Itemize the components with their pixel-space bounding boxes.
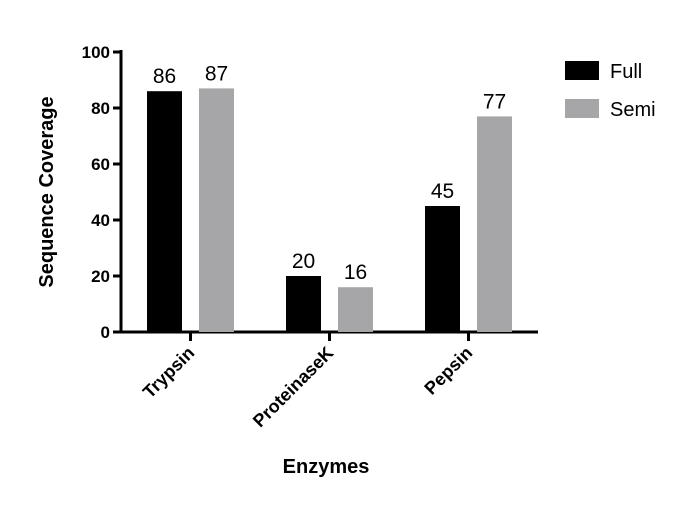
bar-semi	[338, 287, 373, 332]
bar-semi	[477, 116, 512, 333]
bar-full	[425, 206, 460, 332]
y-axis-title: Sequence Coverage	[36, 96, 58, 287]
plot-area: 0 20 40 60 80 100 Trypsin 86 87 ProteinaseK 20 16 Pe…	[82, 43, 538, 431]
data-label: 20	[292, 250, 315, 273]
bar-full	[286, 276, 321, 332]
data-label: 77	[483, 90, 506, 113]
legend-swatch-full	[565, 61, 599, 80]
x-tick-label: Trypsin	[139, 343, 198, 402]
legend-label: Full	[610, 61, 642, 83]
legend-swatch-semi	[565, 99, 599, 118]
y-tick-label: 20	[91, 267, 110, 286]
legend-label: Semi	[610, 99, 656, 121]
y-tick-label: 60	[91, 155, 110, 174]
y-tick-label: 80	[91, 99, 110, 118]
y-tick-label: 0	[101, 323, 110, 342]
data-label: 16	[344, 261, 367, 284]
x-tick-label: Pepsin	[420, 343, 476, 399]
y-tick-label: 100	[82, 43, 110, 62]
data-label: 45	[431, 180, 454, 203]
x-axis-title: Enzymes	[283, 456, 370, 478]
data-label: 86	[153, 65, 176, 88]
x-tick-label: ProteinaseK	[249, 343, 337, 431]
bar-full	[147, 91, 182, 332]
legend: Full Semi	[565, 61, 656, 121]
data-label: 87	[205, 62, 228, 85]
bar-semi	[199, 88, 234, 333]
y-tick-label: 40	[91, 211, 110, 230]
